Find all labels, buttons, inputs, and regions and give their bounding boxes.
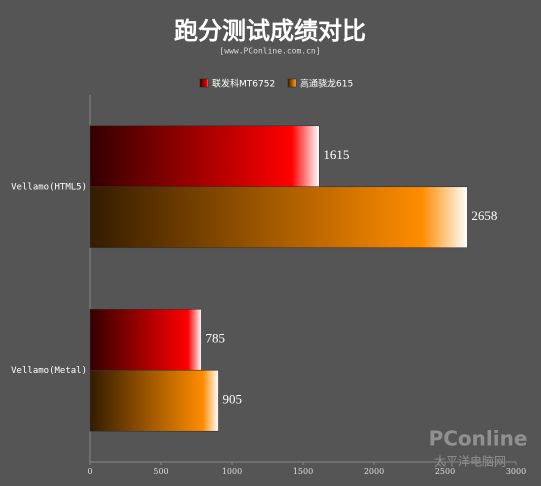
chart-subtitle: [www.PConline.com.cn] bbox=[219, 47, 320, 56]
legend-swatch bbox=[199, 78, 209, 88]
legend-label: 高通骁龙615 bbox=[300, 78, 353, 90]
bar bbox=[89, 125, 320, 188]
y-tick-label: Vellamo(HTML5) bbox=[11, 182, 87, 192]
x-tick-label: 2000 bbox=[364, 467, 384, 476]
bar bbox=[89, 186, 468, 249]
watermark: 太平洋电脑网 bbox=[434, 454, 506, 469]
data-label: 1615 bbox=[323, 147, 349, 162]
x-tick-label: 500 bbox=[153, 467, 168, 476]
legend-swatch bbox=[287, 78, 297, 88]
y-tick-label: Vellamo(Metal) bbox=[11, 366, 87, 376]
x-tick-label: 1500 bbox=[293, 467, 313, 476]
bar bbox=[89, 308, 202, 371]
data-label: 785 bbox=[205, 331, 225, 346]
data-label: 2658 bbox=[471, 208, 497, 223]
legend-label: 联发科MT6752 bbox=[212, 78, 275, 90]
x-tick-label: 1000 bbox=[222, 467, 242, 476]
watermark: PConline bbox=[429, 427, 528, 451]
chart-title: 跑分测试成绩对比 bbox=[174, 17, 366, 45]
x-tick-label: 2500 bbox=[435, 467, 455, 476]
bar bbox=[89, 369, 219, 432]
x-tick-label: 0 bbox=[87, 467, 92, 476]
x-tick-label: 3000 bbox=[506, 467, 526, 476]
data-label: 905 bbox=[223, 392, 243, 407]
